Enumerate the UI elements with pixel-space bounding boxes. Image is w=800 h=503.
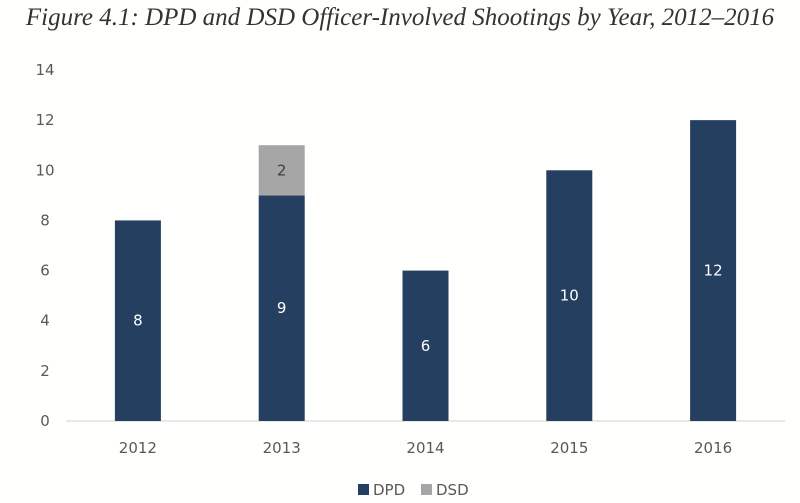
- bar-dpd-2013: [258, 195, 305, 421]
- legend-swatch-dpd: [358, 484, 369, 495]
- x-tick-label: 2013: [263, 439, 301, 457]
- y-tick-label: 6: [40, 262, 50, 280]
- chart-title: Figure 4.1: DPD and DSD Officer-Involved…: [25, 4, 775, 31]
- bar-dpd-2016: [690, 120, 737, 422]
- x-tick-label: 2016: [694, 439, 732, 457]
- y-tick-label: 14: [35, 61, 54, 79]
- data-label: 8: [133, 312, 143, 330]
- y-tick-label: 4: [40, 312, 50, 330]
- x-tick-label: 2012: [119, 439, 157, 457]
- data-label: 12: [704, 262, 723, 280]
- bar-dsd-2013: [258, 145, 305, 196]
- y-tick-label: 2: [40, 362, 50, 380]
- data-label: 9: [277, 299, 287, 317]
- legend-label-dpd: DPD: [373, 481, 405, 499]
- legend-swatch-dsd: [421, 484, 432, 495]
- data-label: 6: [421, 337, 431, 355]
- data-label: 2: [277, 161, 287, 179]
- y-tick-label: 0: [40, 412, 50, 430]
- x-tick-label: 2014: [406, 439, 444, 457]
- y-tick-label: 12: [35, 111, 54, 129]
- bar-dpd-2012: [114, 220, 161, 421]
- legend-label-dsd: DSD: [436, 481, 469, 499]
- bar-dpd-2014: [402, 270, 449, 421]
- data-label: 10: [560, 287, 579, 305]
- bar-dpd-2015: [546, 170, 593, 421]
- x-tick-label: 2015: [550, 439, 588, 457]
- y-tick-label: 10: [35, 161, 54, 179]
- y-tick-label: 8: [40, 211, 50, 229]
